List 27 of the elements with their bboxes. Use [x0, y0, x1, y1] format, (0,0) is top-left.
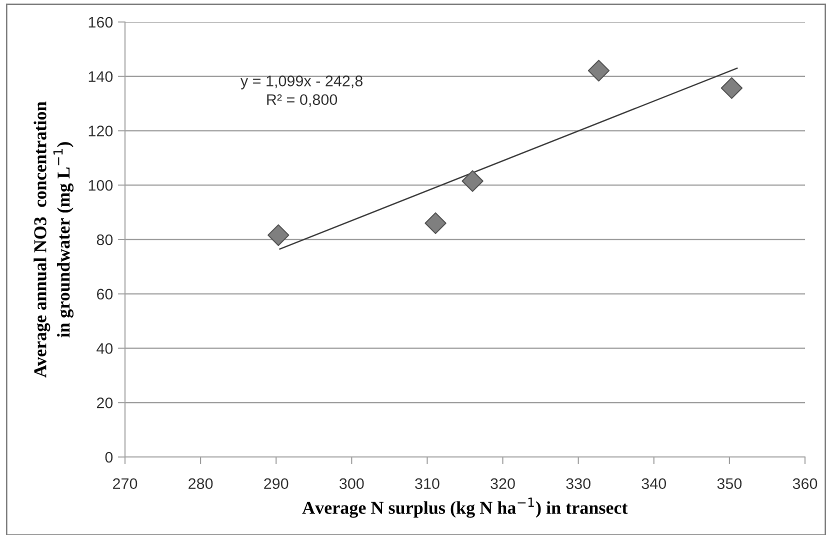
y-tick-label: 100 — [88, 180, 113, 191]
point — [720, 77, 743, 99]
x-tick-label: 340 — [642, 478, 666, 490]
point — [588, 60, 610, 82]
x-tick-label: 280 — [188, 478, 213, 490]
x-tick-label: 350 — [717, 478, 742, 490]
y-tick-label: 60 — [96, 288, 113, 300]
y-tick-label: 40 — [96, 343, 113, 354]
y-tick-label: 0 — [105, 452, 113, 463]
y-tick-label: 20 — [96, 397, 113, 408]
x-tick-label: 360 — [792, 478, 818, 490]
x-tick-label: 300 — [340, 478, 364, 490]
y-tick-label: 140 — [88, 71, 113, 82]
y-tick-label: 120 — [88, 126, 113, 136]
x-tick-label: 270 — [113, 478, 138, 490]
y-tick-label: 80 — [96, 234, 113, 246]
y-tick-label: 160 — [88, 16, 113, 28]
annotation: y = 1,099x - 242,8 R² = 0,800 — [240, 76, 363, 107]
point — [462, 170, 484, 192]
point — [268, 224, 290, 246]
x-tick-label: 290 — [264, 478, 288, 490]
x-tick-label: 320 — [490, 478, 515, 490]
y-axis-title: Average annual NO3 concentration in groundwater (mg L$^{−1}$) — [34, 102, 74, 378]
x-tick-label: 330 — [566, 478, 590, 490]
point — [424, 212, 446, 234]
x-axis-title: Average N surplus (kg N ha$^{−1}$) in transect — [302, 498, 628, 518]
x-tick-label: 310 — [415, 478, 440, 490]
